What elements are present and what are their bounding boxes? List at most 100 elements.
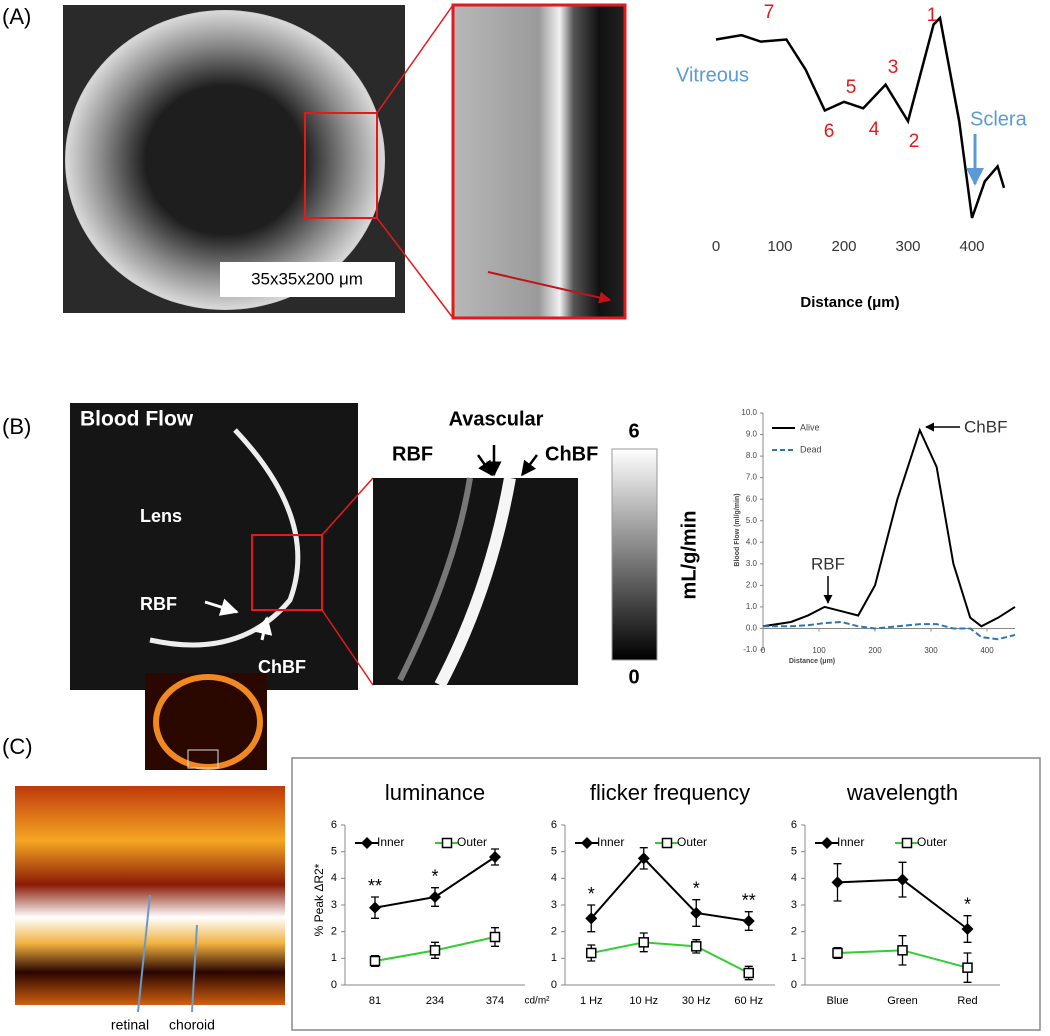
- y-tick-label: 2: [791, 926, 797, 938]
- retina-image: [145, 673, 267, 770]
- significance-label: *: [588, 884, 595, 904]
- y-tick-label: 10.0: [741, 408, 757, 417]
- significance-label: *: [964, 894, 971, 914]
- image-label: choroid: [169, 1017, 215, 1033]
- y-tick-label: 3.0: [746, 559, 758, 568]
- zoom-line: [376, 217, 454, 319]
- zoom-label: Avascular: [449, 408, 544, 430]
- x-tick-label: 81: [369, 995, 381, 1007]
- x-tick-label: 100: [767, 238, 792, 255]
- point: [429, 891, 441, 903]
- y-tick-label: 1: [791, 952, 797, 964]
- significance-label: *: [431, 866, 438, 886]
- y-tick-label: 4: [791, 872, 797, 884]
- image-label: Lens: [140, 506, 182, 526]
- y-tick-label: 6: [551, 819, 557, 831]
- point: [832, 947, 843, 959]
- peak-label: 5: [846, 77, 857, 98]
- zoom-label: ChBF: [545, 443, 598, 465]
- point: [742, 915, 755, 927]
- panel-label: (A): [2, 4, 31, 29]
- zoom-flow-arc: [434, 476, 516, 688]
- y-tick-label: 4: [551, 872, 557, 884]
- legend-marker: [581, 837, 593, 849]
- point: [637, 852, 650, 865]
- point: [896, 873, 909, 886]
- legend-label: Outer: [457, 835, 487, 849]
- peak-label: 6: [824, 121, 835, 142]
- series-line: [762, 427, 1016, 628]
- region-label: Vitreous: [676, 64, 749, 86]
- peak-label: 4: [869, 119, 880, 140]
- x-tick-label: 374: [486, 995, 504, 1007]
- legend-label: Alive: [800, 422, 820, 432]
- x-tick-label: 200: [868, 646, 882, 655]
- point: [489, 851, 501, 863]
- x-tick-label: 60 Hz: [734, 995, 763, 1007]
- point: [743, 967, 754, 979]
- y-tick-label: 6: [331, 819, 337, 831]
- zoom-box: [187, 749, 219, 769]
- chbf-arrow: [254, 616, 273, 641]
- region-label: Sclera: [970, 108, 1028, 130]
- rbf-arrow: [204, 598, 239, 616]
- x-tick-label: 0: [761, 646, 766, 655]
- panel-label: (C): [2, 734, 33, 759]
- zoom-image: [451, 3, 627, 320]
- y-tick-label: 4.0: [746, 537, 758, 546]
- flow-image: [70, 403, 358, 690]
- y-tick-label: 8.0: [746, 451, 758, 460]
- zoom-box: [251, 534, 323, 611]
- peak-label: 2: [909, 131, 920, 152]
- y-axis-title: Blood Flow (ml/g/min): [734, 493, 741, 566]
- point: [691, 941, 702, 952]
- y-tick-label: 1: [331, 952, 337, 964]
- zoom-line: [321, 477, 374, 536]
- series-line: [763, 620, 1016, 641]
- point: [585, 912, 598, 925]
- x-tick-label: 200: [831, 238, 856, 255]
- zoom-label: RBF: [392, 443, 433, 465]
- y-tick-label: 2: [551, 926, 557, 938]
- zoom-line: [321, 609, 374, 686]
- point: [897, 945, 908, 956]
- scale-label: 35x35x200 μm: [251, 269, 363, 288]
- point: [489, 931, 501, 943]
- y-axis-title: % Peak ΔR2*: [312, 863, 326, 936]
- legend-marker: [361, 837, 373, 849]
- image-label: ChBF: [258, 657, 306, 677]
- legend-label: Outer: [917, 835, 947, 849]
- chart-title: luminance: [385, 780, 485, 805]
- x-tick-label: 30 Hz: [682, 995, 711, 1007]
- x-tick-label: 400: [959, 238, 984, 255]
- y-tick-label: 5: [551, 846, 557, 858]
- x-tick-label: 1 Hz: [580, 995, 603, 1007]
- point: [962, 962, 973, 973]
- image-label: RBF: [140, 594, 177, 614]
- y-tick-label: 3: [551, 899, 557, 911]
- y-tick-label: 0.0: [746, 624, 758, 633]
- point: [586, 947, 597, 959]
- y-tick-label: 9.0: [746, 430, 758, 439]
- x-tick-label: 234: [426, 995, 444, 1007]
- x-tick-label: 400: [980, 646, 994, 655]
- y-tick-label: 6.0: [746, 494, 758, 503]
- y-tick-label: 5.0: [746, 516, 758, 525]
- significance-label: *: [693, 878, 700, 898]
- y-tick-label: 0: [551, 979, 557, 991]
- retina-ring: [153, 674, 263, 770]
- y-tick-label: 3: [331, 899, 337, 911]
- legend-label: Inner: [377, 835, 404, 849]
- significance-label: **: [368, 876, 382, 896]
- peak-label: 7: [764, 2, 775, 23]
- legend-label: Dead: [800, 444, 822, 454]
- y-tick-label: 7.0: [746, 473, 758, 482]
- annotation: RBF: [811, 554, 845, 573]
- y-tick-label: 3: [791, 899, 797, 911]
- series-line: [591, 941, 750, 974]
- legend-marker: [901, 837, 913, 849]
- x-tick-label: 300: [895, 238, 920, 255]
- legend-label: Inner: [597, 835, 624, 849]
- x-axis-title: Distance (μm): [789, 658, 835, 665]
